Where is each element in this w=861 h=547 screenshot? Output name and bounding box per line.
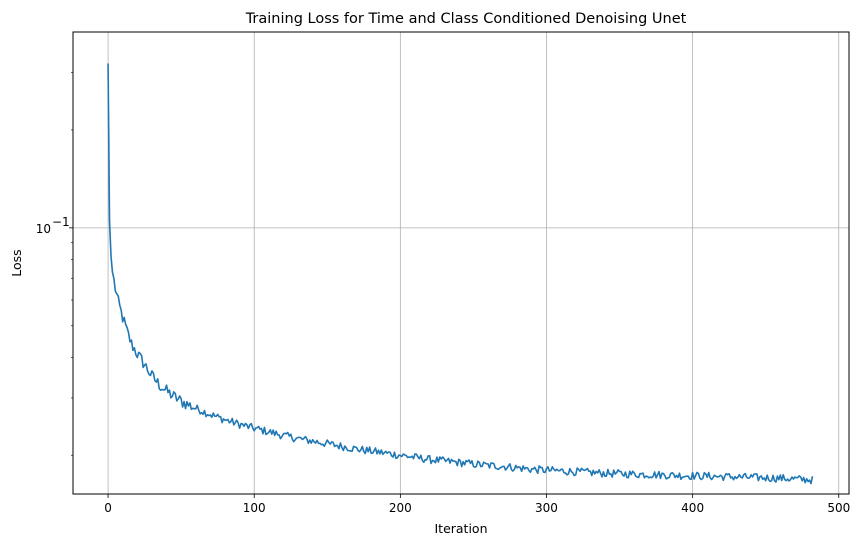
x-tick-label: 100: [243, 501, 266, 515]
y-axis: 10 −1: [36, 72, 73, 456]
x-tick-label: 400: [681, 501, 704, 515]
x-tick-label: 0: [104, 501, 112, 515]
x-tick-label: 200: [389, 501, 412, 515]
x-tick-label: 500: [827, 501, 850, 515]
x-axis-label: Iteration: [434, 521, 487, 536]
plot-area: [107, 63, 814, 485]
y-tick-label: 10: [36, 222, 51, 236]
y-axis-label: Loss: [9, 249, 24, 276]
chart-title: Training Loss for Time and Class Conditi…: [245, 11, 687, 27]
x-axis: 0 100 200 300 400 500: [104, 494, 850, 515]
loss-series-line: [107, 63, 814, 485]
x-tick-label: 300: [535, 501, 558, 515]
plot-frame: [72, 31, 850, 495]
grid-lines: [73, 32, 849, 494]
y-tick-exponent: −1: [52, 215, 70, 229]
